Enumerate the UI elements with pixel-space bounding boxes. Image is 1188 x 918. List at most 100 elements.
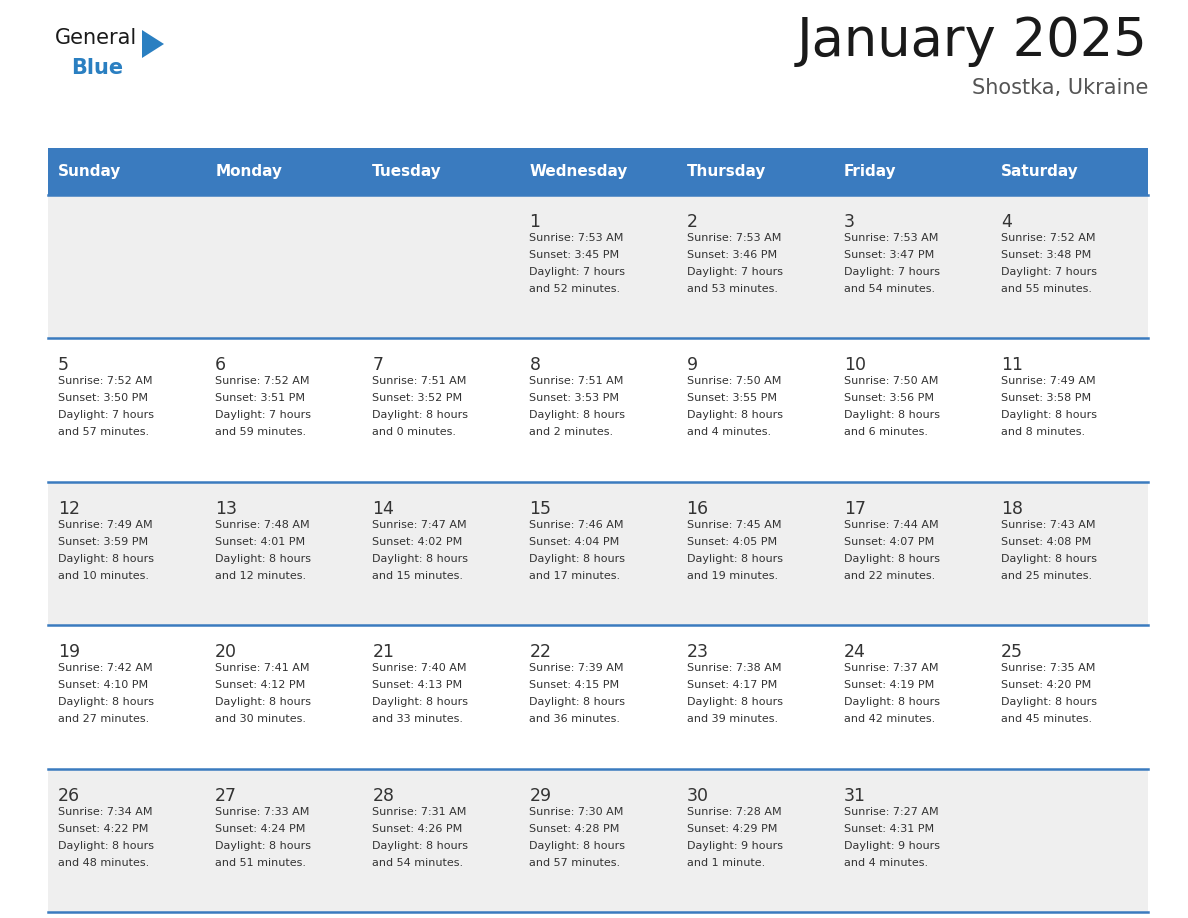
Text: Sunrise: 7:41 AM: Sunrise: 7:41 AM (215, 663, 310, 673)
Text: 25: 25 (1000, 644, 1023, 661)
Text: Daylight: 7 hours: Daylight: 7 hours (843, 267, 940, 277)
Text: Sunset: 3:53 PM: Sunset: 3:53 PM (530, 394, 619, 403)
Text: and 53 minutes.: and 53 minutes. (687, 284, 778, 294)
Text: 21: 21 (372, 644, 394, 661)
Text: 31: 31 (843, 787, 866, 804)
Text: and 6 minutes.: and 6 minutes. (843, 428, 928, 437)
Text: Sunset: 4:22 PM: Sunset: 4:22 PM (58, 823, 148, 834)
Text: and 42 minutes.: and 42 minutes. (843, 714, 935, 724)
Text: Sunrise: 7:50 AM: Sunrise: 7:50 AM (687, 376, 781, 386)
Bar (48, 482, 1148, 625)
Text: Sunrise: 7:53 AM: Sunrise: 7:53 AM (530, 233, 624, 243)
Text: and 48 minutes.: and 48 minutes. (58, 857, 150, 868)
Text: Daylight: 8 hours: Daylight: 8 hours (215, 697, 311, 707)
Text: Sunrise: 7:52 AM: Sunrise: 7:52 AM (58, 376, 152, 386)
Text: 13: 13 (215, 499, 238, 518)
Text: Sunset: 3:50 PM: Sunset: 3:50 PM (58, 394, 148, 403)
Text: Sunrise: 7:33 AM: Sunrise: 7:33 AM (215, 807, 310, 817)
Text: Sunrise: 7:30 AM: Sunrise: 7:30 AM (530, 807, 624, 817)
Text: Sunrise: 7:52 AM: Sunrise: 7:52 AM (1000, 233, 1095, 243)
Text: Daylight: 8 hours: Daylight: 8 hours (372, 697, 468, 707)
Text: Sunrise: 7:53 AM: Sunrise: 7:53 AM (843, 233, 939, 243)
Text: Sunset: 4:04 PM: Sunset: 4:04 PM (530, 537, 620, 547)
Text: Blue: Blue (71, 58, 124, 78)
Text: Sunrise: 7:51 AM: Sunrise: 7:51 AM (372, 376, 467, 386)
Text: Daylight: 8 hours: Daylight: 8 hours (1000, 410, 1097, 420)
Text: 23: 23 (687, 644, 708, 661)
Text: Sunrise: 7:44 AM: Sunrise: 7:44 AM (843, 520, 939, 530)
Text: Sunrise: 7:50 AM: Sunrise: 7:50 AM (843, 376, 939, 386)
Text: Daylight: 8 hours: Daylight: 8 hours (843, 697, 940, 707)
Text: Daylight: 8 hours: Daylight: 8 hours (372, 554, 468, 564)
Bar (48, 625, 1148, 768)
Text: Sunrise: 7:42 AM: Sunrise: 7:42 AM (58, 663, 152, 673)
Text: and 54 minutes.: and 54 minutes. (843, 284, 935, 294)
Text: Sunset: 3:46 PM: Sunset: 3:46 PM (687, 250, 777, 260)
Text: and 15 minutes.: and 15 minutes. (372, 571, 463, 581)
Text: and 1 minute.: and 1 minute. (687, 857, 765, 868)
Text: General: General (55, 28, 138, 48)
Text: Wednesday: Wednesday (530, 164, 627, 179)
Text: 24: 24 (843, 644, 866, 661)
Text: Daylight: 7 hours: Daylight: 7 hours (1000, 267, 1097, 277)
Text: and 36 minutes.: and 36 minutes. (530, 714, 620, 724)
Text: Sunrise: 7:43 AM: Sunrise: 7:43 AM (1000, 520, 1095, 530)
Text: 6: 6 (215, 356, 226, 375)
Text: and 30 minutes.: and 30 minutes. (215, 714, 307, 724)
Text: 7: 7 (372, 356, 384, 375)
Text: January 2025: January 2025 (797, 15, 1148, 67)
Bar (48, 339, 1148, 482)
Text: Friday: Friday (843, 164, 896, 179)
Polygon shape (143, 30, 164, 58)
Text: Daylight: 8 hours: Daylight: 8 hours (687, 410, 783, 420)
Text: Daylight: 8 hours: Daylight: 8 hours (372, 841, 468, 851)
Text: Daylight: 7 hours: Daylight: 7 hours (687, 267, 783, 277)
Text: and 4 minutes.: and 4 minutes. (843, 857, 928, 868)
Text: 18: 18 (1000, 499, 1023, 518)
Text: Daylight: 8 hours: Daylight: 8 hours (530, 697, 625, 707)
Text: Daylight: 8 hours: Daylight: 8 hours (1000, 697, 1097, 707)
Text: Sunrise: 7:31 AM: Sunrise: 7:31 AM (372, 807, 467, 817)
Text: 2: 2 (687, 213, 697, 231)
Text: and 27 minutes.: and 27 minutes. (58, 714, 150, 724)
Text: 9: 9 (687, 356, 697, 375)
Bar (48, 768, 1148, 912)
Text: Sunrise: 7:28 AM: Sunrise: 7:28 AM (687, 807, 782, 817)
Text: Daylight: 9 hours: Daylight: 9 hours (687, 841, 783, 851)
Text: and 55 minutes.: and 55 minutes. (1000, 284, 1092, 294)
Text: 15: 15 (530, 499, 551, 518)
Text: 28: 28 (372, 787, 394, 804)
Text: Sunrise: 7:45 AM: Sunrise: 7:45 AM (687, 520, 781, 530)
Text: and 19 minutes.: and 19 minutes. (687, 571, 778, 581)
Text: and 52 minutes.: and 52 minutes. (530, 284, 620, 294)
Text: Sunset: 4:24 PM: Sunset: 4:24 PM (215, 823, 305, 834)
Text: 26: 26 (58, 787, 80, 804)
Text: Sunset: 4:10 PM: Sunset: 4:10 PM (58, 680, 148, 690)
Text: Sunset: 3:59 PM: Sunset: 3:59 PM (58, 537, 148, 547)
Text: Monday: Monday (215, 164, 282, 179)
Bar (48, 195, 1148, 339)
Text: Sunset: 4:20 PM: Sunset: 4:20 PM (1000, 680, 1091, 690)
Text: Sunset: 4:31 PM: Sunset: 4:31 PM (843, 823, 934, 834)
Text: Sunset: 4:29 PM: Sunset: 4:29 PM (687, 823, 777, 834)
Text: and 39 minutes.: and 39 minutes. (687, 714, 778, 724)
Text: Daylight: 8 hours: Daylight: 8 hours (215, 841, 311, 851)
Text: Sunset: 4:01 PM: Sunset: 4:01 PM (215, 537, 305, 547)
Text: Daylight: 8 hours: Daylight: 8 hours (58, 841, 154, 851)
Text: Sunrise: 7:47 AM: Sunrise: 7:47 AM (372, 520, 467, 530)
Text: Sunset: 3:52 PM: Sunset: 3:52 PM (372, 394, 462, 403)
Text: Daylight: 8 hours: Daylight: 8 hours (58, 697, 154, 707)
Text: 11: 11 (1000, 356, 1023, 375)
Text: Sunset: 4:19 PM: Sunset: 4:19 PM (843, 680, 934, 690)
Text: 12: 12 (58, 499, 80, 518)
Text: Sunset: 4:15 PM: Sunset: 4:15 PM (530, 680, 620, 690)
Text: 4: 4 (1000, 213, 1012, 231)
Text: 19: 19 (58, 644, 80, 661)
Text: Sunset: 4:02 PM: Sunset: 4:02 PM (372, 537, 462, 547)
Text: Sunset: 4:07 PM: Sunset: 4:07 PM (843, 537, 934, 547)
Text: Daylight: 8 hours: Daylight: 8 hours (530, 554, 625, 564)
Text: and 25 minutes.: and 25 minutes. (1000, 571, 1092, 581)
Text: and 8 minutes.: and 8 minutes. (1000, 428, 1085, 437)
Text: Sunrise: 7:35 AM: Sunrise: 7:35 AM (1000, 663, 1095, 673)
Text: Sunrise: 7:49 AM: Sunrise: 7:49 AM (1000, 376, 1095, 386)
